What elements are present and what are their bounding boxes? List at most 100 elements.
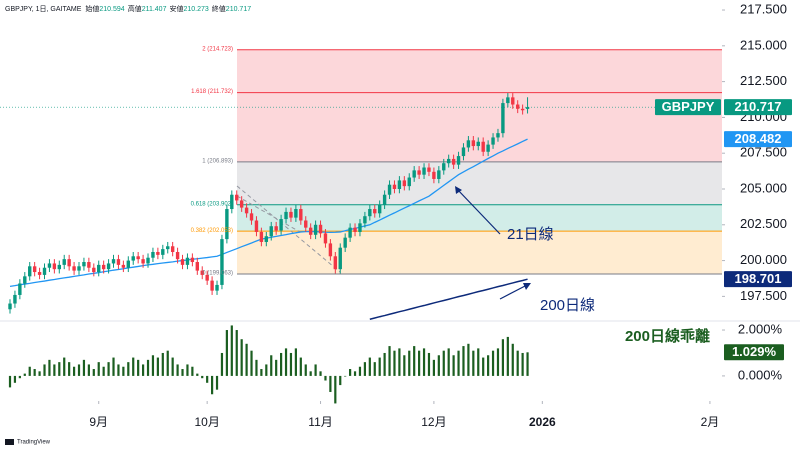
indicator-bar: [171, 357, 174, 376]
annotation-200: 200日線: [540, 297, 595, 314]
indicator-bar: [487, 355, 490, 376]
candle-body: [525, 107, 530, 109]
indicator-bar: [28, 366, 31, 376]
candle-body: [422, 167, 426, 175]
indicator-bar: [72, 366, 76, 376]
indicator-bar: [289, 352, 293, 376]
indicator-bar: [388, 346, 391, 376]
candle-body: [82, 262, 86, 267]
indicator-bar: [383, 352, 386, 376]
indicator-bar: [92, 369, 95, 376]
candle-body: [190, 257, 195, 263]
ohlc-value: 210.273: [183, 6, 208, 13]
logo-icon: [5, 439, 14, 445]
indicator-bar: [506, 336, 509, 376]
arrow-head: [523, 283, 531, 290]
candle-body: [141, 259, 145, 264]
y-tick-label: 200.000: [740, 252, 787, 267]
candle-body: [235, 194, 239, 201]
indicator-bar: [77, 364, 81, 376]
ohlc-label: 安値: [169, 4, 183, 13]
candle-body: [328, 243, 333, 257]
candle-body: [299, 209, 303, 221]
indicator-bar: [215, 375, 219, 390]
indicator-bar: [18, 375, 21, 379]
candle-body: [23, 276, 27, 284]
candle-body: [215, 284, 219, 291]
candle-body: [313, 224, 318, 235]
symbol-label-box: [655, 99, 721, 116]
fib-label: 1.618 (211.732): [191, 89, 233, 95]
candle-body: [486, 144, 490, 152]
x-tick-label: 11月: [308, 415, 332, 429]
indicator-bar: [141, 364, 145, 376]
indicator-bar: [156, 357, 159, 376]
indicator-bar: [432, 359, 435, 376]
candle-body: [363, 216, 367, 224]
indicator-bar: [496, 348, 500, 376]
indicator-bar: [472, 350, 475, 376]
indicator-bar: [117, 364, 120, 376]
candle-body: [515, 104, 520, 109]
candle-body: [511, 97, 515, 105]
indicator-last-label-box: [724, 344, 784, 361]
candle-body: [446, 158, 451, 164]
candle-body: [166, 246, 170, 250]
candle-body: [8, 303, 12, 310]
candle-body: [37, 272, 42, 275]
legend-header: GBPJPY, 1日, GAITAME 始値210.594 高値211.407 安値2…: [5, 4, 251, 13]
indicator-bar: [146, 359, 150, 376]
indicator-bar: [63, 357, 66, 376]
candle-body: [259, 231, 264, 242]
fib-label: 0.618 (203.902): [191, 201, 233, 207]
y-tick-label: 2.000%: [738, 321, 783, 336]
annotation-21: 21日線: [507, 226, 554, 243]
indicator-bar: [43, 364, 46, 376]
time-axis: 9月 10月 11月 12月 2026 2月: [89, 401, 719, 429]
indicator-bar: [349, 369, 352, 376]
indicator-bar: [186, 364, 189, 376]
candle-body: [481, 141, 485, 152]
candle-body: [195, 262, 200, 271]
ma-last-label: 198.701: [735, 271, 782, 286]
indicator-bar: [501, 339, 505, 376]
candle-body: [244, 207, 249, 214]
indicator-bar: [245, 343, 248, 376]
indicator-bar: [418, 350, 421, 376]
fib-label: 0 (199.063): [202, 271, 233, 277]
ma-last-label-box: [724, 271, 792, 288]
indicator-bar: [511, 343, 514, 376]
indicator-bar: [161, 352, 164, 376]
indicator-bar: [403, 355, 406, 376]
indicator-bar: [137, 359, 140, 376]
y-tick-label: 0.000%: [738, 367, 783, 382]
candle-body: [32, 266, 37, 273]
indicator-bar: [196, 373, 199, 376]
header: GBPJPY, 1日, GAITAME: [5, 5, 82, 13]
candle-body: [97, 264, 101, 273]
candle-body: [377, 204, 382, 214]
candle-body: [111, 259, 116, 264]
candle-body: [382, 194, 387, 205]
indicator-bar: [280, 352, 283, 376]
indicator-bar: [482, 357, 485, 376]
indicator-bar: [250, 350, 253, 376]
indicator-bar: [344, 375, 347, 377]
indicator-bar: [166, 350, 169, 376]
candle-body: [412, 170, 416, 178]
trend-line: [236, 185, 341, 273]
candle-body: [180, 259, 185, 265]
candle-body: [106, 263, 111, 270]
candle-body: [323, 233, 328, 244]
candle-body: [239, 200, 244, 208]
candle-body: [264, 236, 269, 242]
candle-body: [101, 264, 106, 270]
indicator-bar: [373, 362, 376, 376]
indicator-bar: [210, 375, 214, 395]
ohlc-value: 211.407: [142, 6, 167, 13]
ma-last-label-box: [724, 131, 792, 148]
indicator-bar: [467, 343, 470, 376]
fib-zone: [237, 231, 722, 274]
indicator-bar: [151, 355, 155, 376]
candle-body: [333, 256, 338, 270]
